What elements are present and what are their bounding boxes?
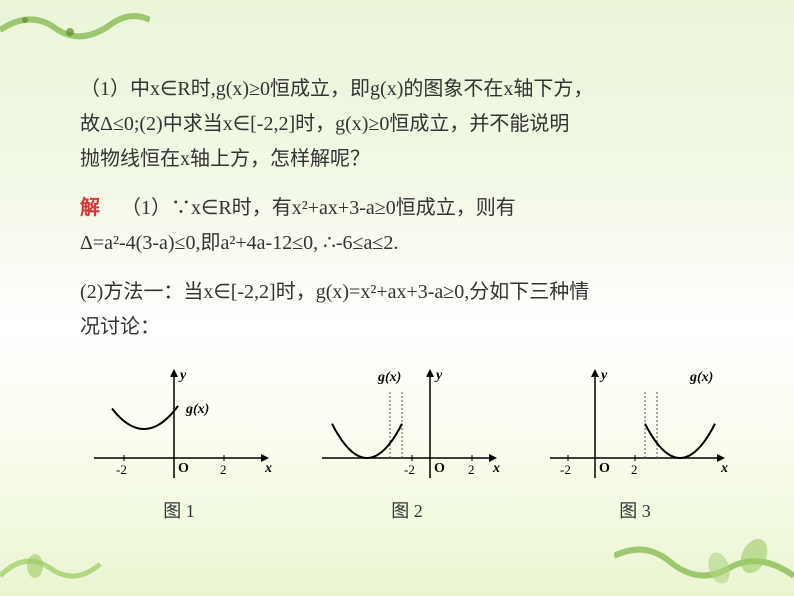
solution-p2a: (2)方法一：当x∈[-2,2]时，g(x)=x²+ax+3-a≥0,分如下三种… bbox=[80, 281, 589, 303]
figure-1: y x O -2 2 g(x) bbox=[84, 363, 274, 488]
svg-text:O: O bbox=[599, 461, 610, 476]
svg-text:g(x): g(x) bbox=[377, 370, 401, 385]
solution-p2: (2)方法一：当x∈[-2,2]时，g(x)=x²+ax+3-a≥0,分如下三种… bbox=[80, 275, 734, 345]
main-content: （1）中x∈R时,g(x)≥0恒成立，即g(x)的图象不在x轴下方， 故Δ≤0;… bbox=[80, 72, 734, 523]
svg-text:2: 2 bbox=[220, 462, 227, 477]
svg-text:2: 2 bbox=[468, 462, 475, 477]
figure-3-wrap: y x O -2 2 g(x) 图 3 bbox=[540, 363, 730, 523]
svg-text:-2: -2 bbox=[404, 462, 415, 477]
solution-p1: 解 （1）∵x∈R时，有x²+ax+3-a≥0恒成立，则有 Δ=a²-4(3-a… bbox=[80, 191, 734, 261]
figure-1-wrap: y x O -2 2 g(x) 图 1 bbox=[84, 363, 274, 523]
svg-text:2: 2 bbox=[631, 462, 638, 477]
svg-text:g(x): g(x) bbox=[185, 402, 209, 417]
svg-text:-2: -2 bbox=[560, 462, 571, 477]
svg-text:-2: -2 bbox=[116, 462, 127, 477]
svg-text:y: y bbox=[178, 368, 187, 383]
svg-text:O: O bbox=[434, 461, 445, 476]
svg-text:g(x): g(x) bbox=[689, 370, 713, 385]
figure-2-wrap: y x O -2 2 g(x) 图 2 bbox=[312, 363, 502, 523]
intro-line1: （1）中x∈R时,g(x)≥0恒成立，即g(x)的图象不在x轴下方， bbox=[80, 78, 593, 100]
figures-row: y x O -2 2 g(x) 图 1 y x O -2 2 g(x) 图 2 y x O -2 2 g(x)… bbox=[80, 363, 734, 523]
figure-3-label: 图 3 bbox=[540, 497, 730, 523]
svg-text:x: x bbox=[720, 461, 728, 476]
solution-label: 解 bbox=[80, 197, 100, 219]
svg-text:y: y bbox=[599, 368, 608, 383]
solution-p1a: （1）∵x∈R时，有x²+ax+3-a≥0恒成立，则有 bbox=[121, 197, 516, 219]
figure-3: y x O -2 2 g(x) bbox=[540, 363, 730, 488]
svg-text:O: O bbox=[178, 461, 189, 476]
figure-2-label: 图 2 bbox=[312, 497, 502, 523]
figure-1-label: 图 1 bbox=[84, 497, 274, 523]
intro-paragraph: （1）中x∈R时,g(x)≥0恒成立，即g(x)的图象不在x轴下方， 故Δ≤0;… bbox=[80, 72, 734, 177]
solution-p1b: Δ=a²-4(3-a)≤0,即a²+4a-12≤0, ∴-6≤a≤2. bbox=[80, 232, 398, 254]
intro-line3: 抛物线恒在x轴上方，怎样解呢？ bbox=[80, 148, 370, 170]
solution-p2b: 况讨论： bbox=[80, 316, 160, 338]
intro-line2: 故Δ≤0;(2)中求当x∈[-2,2]时，g(x)≥0恒成立，并不能说明 bbox=[80, 113, 569, 135]
svg-text:y: y bbox=[434, 368, 443, 383]
decor-bottom-left bbox=[0, 516, 140, 596]
figure-2: y x O -2 2 g(x) bbox=[312, 363, 502, 488]
svg-text:x: x bbox=[264, 461, 272, 476]
svg-text:x: x bbox=[492, 461, 500, 476]
